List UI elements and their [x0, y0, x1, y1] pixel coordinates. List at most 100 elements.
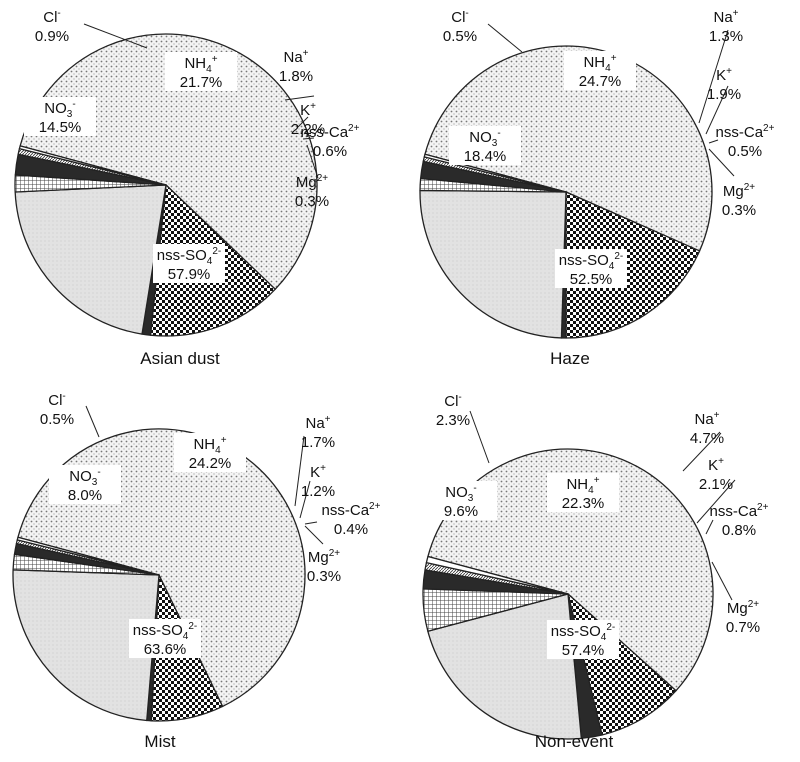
slice-species-label: NH4+: [193, 435, 226, 456]
slice-value-label-mg2: 0.3%: [307, 568, 341, 585]
slice-label-background: [449, 126, 521, 165]
pie-non-event: nss-SO42-57.4% NO3-9.6% Cl- 2.3% NH4+22.3% Na…: [422, 392, 769, 740]
slice-label-background: [165, 52, 237, 91]
slice-species-label: Cl-: [48, 391, 66, 409]
leader-line-k: [297, 116, 309, 128]
slice-species-label: Na+: [713, 8, 738, 26]
pie-slice-nh4: [14, 184, 167, 335]
slice-value-label-na: 1.7%: [301, 434, 335, 451]
slice-value-label-mg2: 0.3%: [722, 202, 756, 219]
slice-species-label: NO3-: [445, 483, 476, 504]
leader-line-na: [698, 29, 729, 124]
slice-species-label: NH4+: [566, 475, 599, 496]
leader-line-mg2: [711, 561, 733, 601]
slice-species-label: NO3-: [69, 467, 100, 488]
leader-line-k: [705, 85, 729, 135]
slice-value-label-nss-so4-2: 63.6%: [144, 641, 187, 658]
slice-species-label: nss-SO42-: [551, 622, 615, 643]
slice-species-label: Na+: [305, 414, 330, 432]
slice-value-label-no3: 9.6%: [444, 503, 478, 520]
leader-line-na: [284, 95, 315, 101]
pie-slice-nh4: [12, 569, 160, 722]
slice-value-label-nss-so4-2: 52.5%: [570, 271, 613, 288]
slice-value-label-nss-ca2: 0.6%: [313, 143, 347, 160]
pie-slice-nh4: [427, 593, 582, 740]
slice-label-background: [425, 481, 497, 520]
slice-species-label: K+: [716, 66, 732, 84]
slice-value-label-k: 1.2%: [301, 483, 335, 500]
slice-value-label-nh4: 21.7%: [180, 74, 223, 91]
slice-species-label: NO3-: [44, 99, 75, 120]
leader-line-na: [682, 431, 721, 472]
slice-value-label-na: 1.8%: [279, 68, 313, 85]
leader-line-cl: [487, 23, 523, 53]
pie-title-asian-dust: Asian dust: [140, 349, 220, 368]
slice-species-label: nss-Ca2+: [301, 123, 360, 141]
slice-species-label: Na+: [283, 48, 308, 66]
slice-species-label: K+: [310, 463, 326, 481]
slice-species-label: nss-Ca2+: [322, 501, 381, 519]
slice-species-label: K+: [300, 101, 316, 119]
pie-asian-dust: nss-SO42-57.9% NO3-14.5% Cl- 0.9% NH4+21.7% N…: [14, 8, 360, 337]
slice-species-label: nss-SO42-: [157, 246, 221, 267]
slice-species-label: NH4+: [583, 53, 616, 74]
leader-line-nss-ca2: [708, 139, 719, 144]
slice-species-label: nss-Ca2+: [710, 502, 769, 520]
slice-value-label-cl: 0.9%: [35, 28, 69, 45]
slice-value-label-cl: 2.3%: [436, 412, 470, 429]
slice-species-label: Cl-: [43, 8, 61, 26]
leader-line-nss-ca2: [302, 137, 315, 140]
slice-label-background: [555, 249, 627, 288]
slice-species-label: Mg2+: [296, 173, 328, 191]
slice-value-label-no3: 14.5%: [39, 119, 82, 136]
slice-label-background: [174, 433, 246, 472]
leader-line-k: [299, 480, 311, 519]
slice-species-label: Cl-: [451, 8, 469, 26]
slice-value-label-nh4: 24.7%: [579, 73, 622, 90]
leader-line-cl: [85, 405, 100, 438]
leader-line-nss-ca2: [304, 521, 318, 525]
slice-value-label-na: 1.3%: [709, 28, 743, 45]
pie-title-mist: Mist: [144, 732, 175, 751]
slice-value-label-nss-ca2: 0.5%: [728, 143, 762, 160]
slice-species-label: K+: [708, 456, 724, 474]
slice-value-label-nss-ca2: 0.8%: [722, 522, 756, 539]
slice-label-background: [24, 97, 96, 136]
slice-value-label-nss-so4-2: 57.4%: [562, 642, 605, 659]
pie-haze: nss-SO42-52.5% NO3-18.4% Cl- 0.5% NH4+24.7% N…: [419, 8, 775, 339]
slice-species-label: Mg2+: [723, 182, 755, 200]
slice-value-label-cl: 0.5%: [443, 28, 477, 45]
slice-species-label: Na+: [694, 410, 719, 428]
slice-species-label: Mg2+: [308, 548, 340, 566]
leader-line-mg2: [304, 525, 324, 545]
leader-line-cl: [83, 23, 148, 49]
pie-mist: nss-SO42-63.6% NO3-8.0% Cl- 0.5% NH4+24.2% Na…: [12, 391, 381, 722]
slice-value-label-k: 2.2%: [291, 121, 325, 138]
pie-title-haze: Haze: [550, 349, 590, 368]
slice-species-label: NO3-: [469, 128, 500, 149]
slice-value-label-nss-so4-2: 57.9%: [168, 266, 211, 283]
slice-value-label-nh4: 24.2%: [189, 455, 232, 472]
slice-label-background: [547, 473, 619, 512]
slice-label-background: [49, 465, 121, 504]
pie-slice-no3: [565, 191, 701, 339]
slice-species-label: nss-SO42-: [133, 621, 197, 642]
slice-value-label-no3: 8.0%: [68, 487, 102, 504]
slice-label-background: [564, 51, 636, 90]
pie-slice-nh4: [419, 189, 567, 339]
slice-label-background: [129, 619, 201, 658]
leader-line-mg2: [708, 148, 735, 177]
slice-value-label-cl: 0.5%: [40, 411, 74, 428]
slice-species-label: Cl-: [444, 392, 462, 410]
leader-line-na: [294, 435, 305, 507]
slice-species-label: NH4+: [184, 54, 217, 75]
slice-value-label-mg2: 0.7%: [726, 619, 760, 636]
slice-value-label-na: 4.7%: [690, 430, 724, 447]
leader-line-k: [696, 479, 736, 524]
slice-label-background: [153, 244, 225, 283]
slice-species-label: Mg2+: [727, 599, 759, 617]
pie-slice-mg2: [18, 145, 167, 186]
slice-value-label-no3: 18.4%: [464, 148, 507, 165]
slice-species-label: nss-SO42-: [559, 251, 623, 272]
